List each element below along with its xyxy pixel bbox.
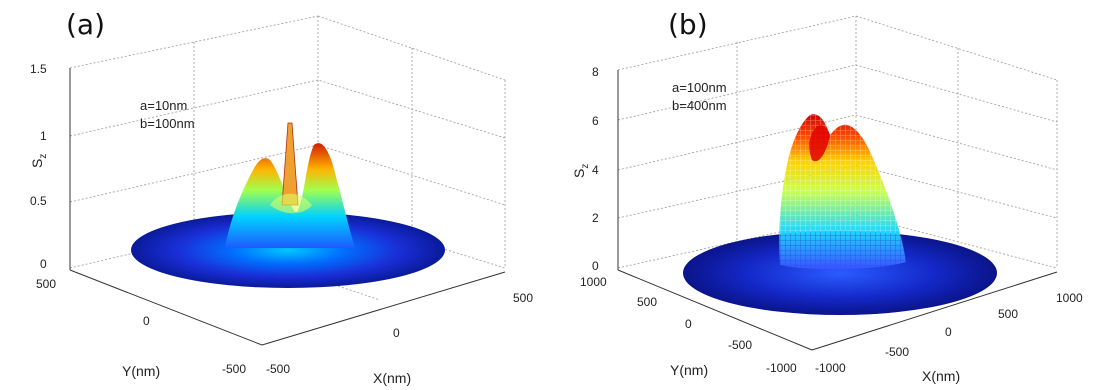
svg-text:Sz: Sz [571,164,591,178]
z-tick: 6 [592,114,599,128]
x-tick: -1000 [815,361,846,375]
panel-b-axes [617,70,1058,351]
surface-a-peaks [225,143,355,248]
y-tick: 0 [143,314,150,328]
panel-a: (a) 0 0.5 1 1.5 500 0 -500 -500 0 500 Y(… [29,8,533,386]
annotation-line-2: b=400nm [672,98,727,113]
x-axis-label: X(nm) [922,368,960,384]
z-tick: 1 [40,129,47,143]
panel-a-axes [69,68,506,346]
annotation-line-1: a=100nm [672,80,727,95]
x-tick: 0 [393,326,400,340]
panel-b: (b) 0 2 4 6 8 1000 500 0 -500 -1000 -100… [571,8,1083,384]
z-tick: 0.5 [30,194,47,208]
surface-a-center [270,193,312,214]
svg-text:Sz: Sz [29,154,49,168]
z-tick: 0 [40,257,47,271]
x-tick: -500 [885,345,909,359]
annotation-line-2: b=100nm [140,116,195,131]
y-axis-label: Y(nm) [670,362,708,378]
x-axis-label: X(nm) [373,370,411,386]
surface-a [131,122,445,288]
y-tick: -500 [222,362,246,376]
x-tick: 500 [513,291,533,305]
surface-b-base [683,231,997,315]
z-tick: 4 [592,163,599,177]
y-tick: 500 [637,295,657,309]
x-tick: -500 [266,362,290,376]
x-tick: 0 [945,325,952,339]
x-tick: 1000 [1056,291,1083,305]
y-tick: 500 [36,277,56,291]
surface-b-peak [809,125,830,162]
x-tick: 500 [998,307,1018,321]
z-tick: 1.5 [30,62,47,76]
panel-b-label: (b) [668,8,708,41]
z-axis-label: Sz [571,164,591,178]
z-tick: 2 [592,211,599,225]
z-tick: 0 [592,259,599,273]
y-axis-label: Y(nm) [122,363,160,379]
surface-b [683,114,997,315]
surface-a-base [131,212,445,288]
y-tick: -1000 [766,361,797,375]
surface-b-mesh [779,114,906,270]
surface-a-spike [281,122,299,206]
annotation-line-1: a=10nm [140,98,187,113]
y-tick: -500 [728,338,752,352]
panel-a-label: (a) [66,8,105,41]
y-tick: 0 [685,317,692,331]
z-axis-label: Sz [29,154,49,168]
y-tick: 1000 [580,275,607,289]
panel-b-grid [617,15,1058,269]
z-tick: 8 [592,65,599,79]
